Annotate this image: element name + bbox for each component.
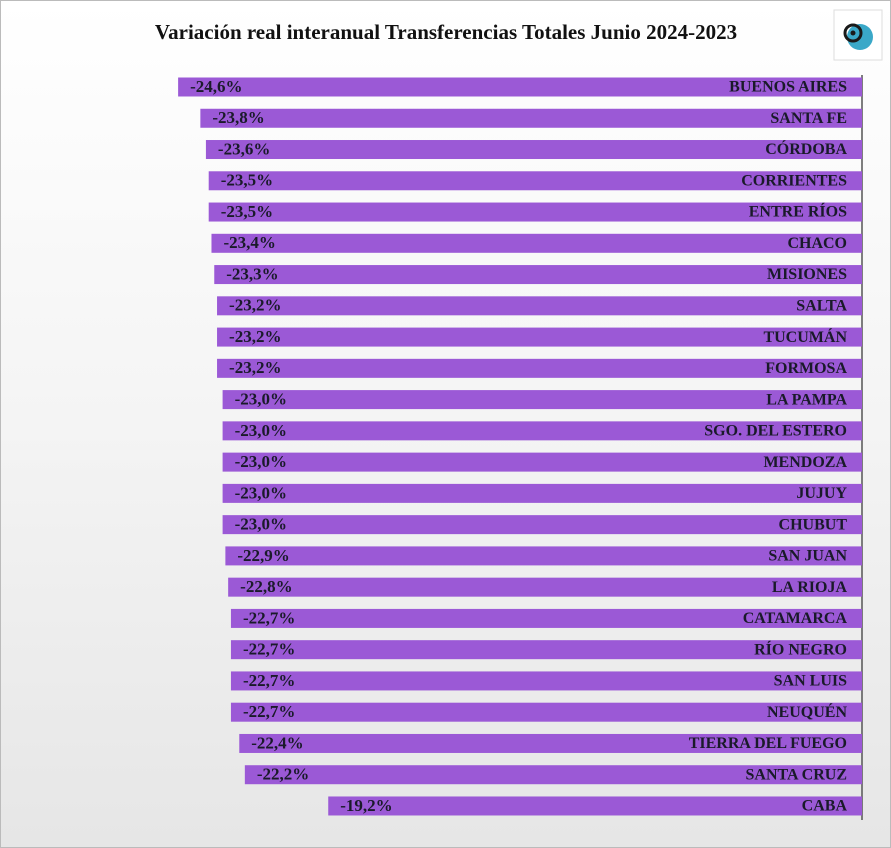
bar bbox=[208, 171, 862, 191]
bar bbox=[217, 358, 863, 378]
category-label: LA PAMPA bbox=[766, 391, 847, 408]
data-label: -22,4% bbox=[251, 733, 303, 752]
category-label: ENTRE RÍOS bbox=[749, 202, 847, 221]
data-label: -23,4% bbox=[223, 233, 275, 252]
category-label: SGO. DEL ESTERO bbox=[704, 423, 847, 440]
bar bbox=[230, 702, 862, 722]
category-label: LA RIOJA bbox=[772, 579, 848, 596]
data-label: -22,2% bbox=[257, 765, 309, 784]
bar bbox=[228, 577, 862, 597]
category-label: NEUQUÉN bbox=[767, 702, 847, 721]
category-label: SAN JUAN bbox=[768, 548, 847, 565]
data-label: -23,0% bbox=[235, 515, 287, 534]
category-label: BUENOS AIRES bbox=[729, 79, 847, 96]
data-label: -22,9% bbox=[237, 546, 289, 565]
data-label: -24,6% bbox=[190, 77, 242, 96]
data-label: -22,8% bbox=[240, 577, 292, 596]
data-label: -23,3% bbox=[226, 264, 278, 283]
category-label: MENDOZA bbox=[763, 454, 847, 471]
data-label: -22,7% bbox=[243, 671, 295, 690]
bar bbox=[222, 515, 863, 535]
category-label: SALTA bbox=[796, 297, 847, 314]
category-label: CORRIENTES bbox=[741, 172, 847, 189]
category-label: FORMOSA bbox=[765, 360, 847, 377]
bar bbox=[222, 452, 863, 472]
category-label: CATAMARCA bbox=[743, 610, 848, 627]
category-label: RÍO NEGRO bbox=[754, 639, 847, 658]
data-label: -23,0% bbox=[235, 452, 287, 471]
data-label: -22,7% bbox=[243, 640, 295, 659]
bar bbox=[211, 233, 863, 253]
category-label: CHUBUT bbox=[779, 516, 848, 533]
category-label: SANTA FE bbox=[770, 110, 847, 127]
category-label: MISIONES bbox=[767, 266, 847, 283]
bar bbox=[214, 265, 862, 285]
data-label: -23,8% bbox=[212, 108, 264, 127]
bar bbox=[222, 483, 863, 503]
category-label: CABA bbox=[802, 798, 848, 815]
bar bbox=[230, 671, 862, 691]
bar bbox=[217, 296, 863, 316]
data-label: -23,6% bbox=[218, 139, 270, 158]
data-label: -22,7% bbox=[243, 702, 295, 721]
data-label: -23,0% bbox=[235, 483, 287, 502]
data-label: -23,2% bbox=[229, 327, 281, 346]
bar bbox=[225, 546, 862, 566]
data-label: -23,2% bbox=[229, 296, 281, 315]
data-label: -23,5% bbox=[221, 171, 273, 190]
data-label: -23,0% bbox=[235, 421, 287, 440]
category-label: CÓRDOBA bbox=[765, 139, 847, 158]
bar bbox=[230, 608, 862, 628]
bar bbox=[244, 765, 863, 785]
chart-title: Variación real interanual Transferencias… bbox=[155, 20, 737, 44]
bar bbox=[217, 327, 863, 347]
bar bbox=[208, 202, 862, 222]
bar bbox=[222, 421, 863, 441]
category-label: SANTA CRUZ bbox=[746, 766, 848, 783]
category-label: SAN LUIS bbox=[774, 673, 847, 690]
bar bbox=[328, 796, 862, 816]
bar bbox=[178, 77, 862, 97]
data-label: -23,0% bbox=[235, 390, 287, 409]
category-label: CHACO bbox=[787, 235, 847, 252]
data-label: -23,5% bbox=[221, 202, 273, 221]
data-label: -19,2% bbox=[340, 796, 392, 815]
category-label: TUCUMÁN bbox=[763, 327, 847, 346]
bar bbox=[205, 140, 863, 160]
bar bbox=[200, 108, 863, 128]
logo bbox=[833, 9, 883, 61]
category-label: JUJUY bbox=[796, 485, 847, 502]
bar bbox=[230, 640, 862, 660]
bar bbox=[222, 390, 863, 410]
data-label: -23,2% bbox=[229, 358, 281, 377]
category-label: TIERRA DEL FUEGO bbox=[689, 735, 847, 752]
bar bbox=[239, 733, 862, 753]
data-label: -22,7% bbox=[243, 608, 295, 627]
